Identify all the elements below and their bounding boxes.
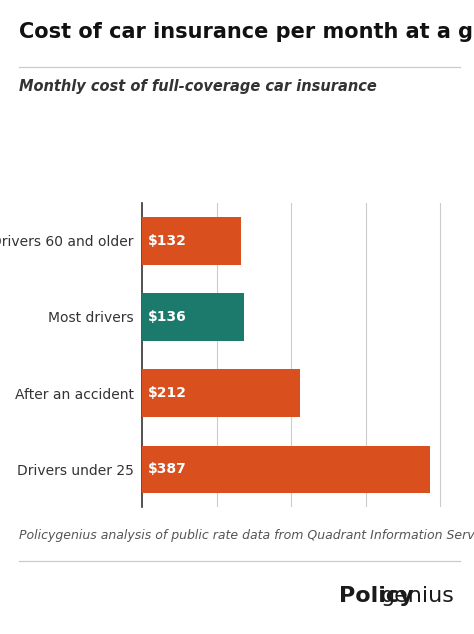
Text: genius: genius bbox=[381, 586, 455, 606]
Text: $387: $387 bbox=[148, 462, 187, 476]
Text: Policy: Policy bbox=[339, 586, 413, 606]
Bar bbox=[142, 446, 430, 493]
Text: Monthly cost of full-coverage car insurance: Monthly cost of full-coverage car insura… bbox=[19, 79, 377, 94]
Bar bbox=[142, 294, 244, 340]
Text: $132: $132 bbox=[148, 234, 187, 248]
Bar bbox=[142, 217, 240, 264]
Text: $136: $136 bbox=[148, 310, 187, 324]
Bar bbox=[142, 370, 300, 417]
Text: Policygenius analysis of public rate data from Quadrant Information Services: Policygenius analysis of public rate dat… bbox=[19, 529, 474, 543]
Text: Cost of car insurance per month at a glance: Cost of car insurance per month at a gla… bbox=[19, 22, 474, 42]
Text: $212: $212 bbox=[148, 386, 187, 400]
